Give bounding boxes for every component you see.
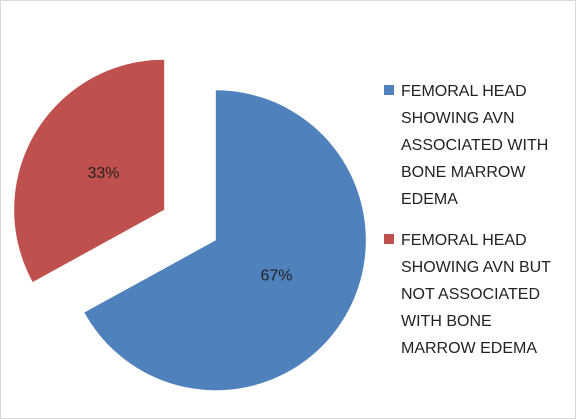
pie-slice — [14, 59, 165, 282]
pie-slice — [84, 90, 366, 391]
data-label: 67% — [260, 267, 292, 284]
legend-item: FEMORAL HEAD SHOWING AVN ASSOCIATED WITH… — [384, 78, 564, 213]
legend-label: FEMORAL HEAD SHOWING AVN ASSOCIATED WITH… — [401, 83, 549, 208]
data-label: 33% — [87, 165, 119, 182]
legend-swatch — [384, 234, 394, 244]
legend-label: FEMORAL HEAD SHOWING AVN BUT NOT ASSOCIA… — [401, 232, 551, 357]
legend-swatch — [384, 85, 394, 95]
legend-item: FEMORAL HEAD SHOWING AVN BUT NOT ASSOCIA… — [384, 227, 564, 362]
